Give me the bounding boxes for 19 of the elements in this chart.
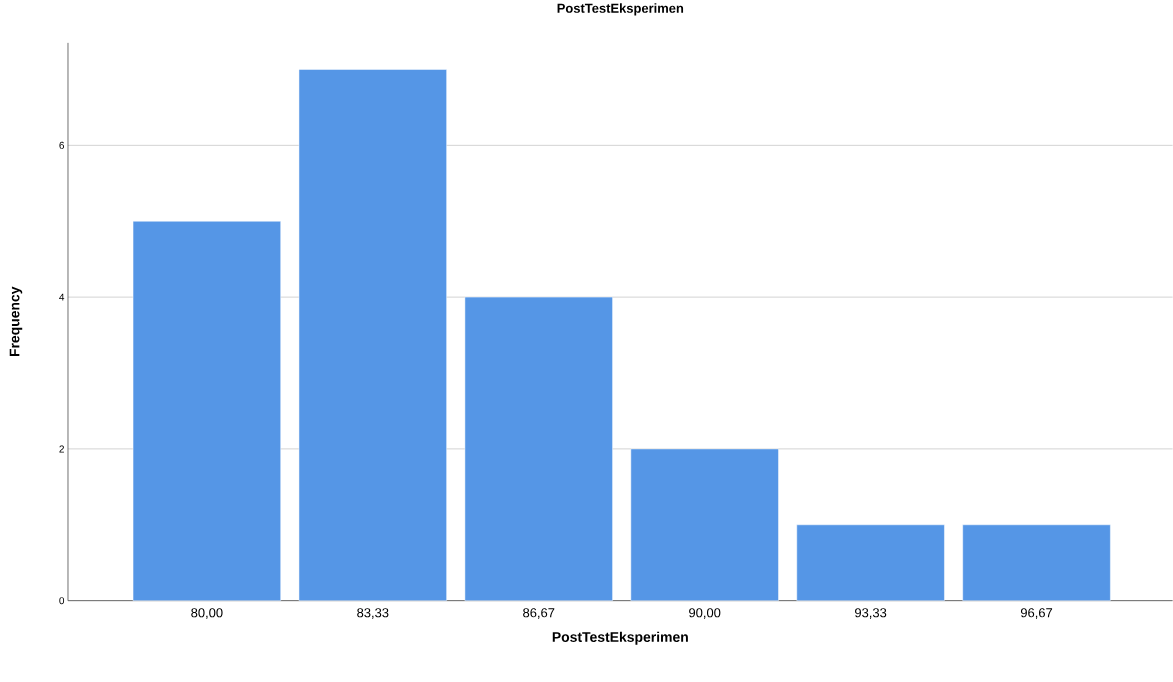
x-axis-title: PostTestEksperimen xyxy=(552,631,688,645)
bar xyxy=(962,524,1111,602)
x-tick-label: 80,00 xyxy=(191,608,223,620)
x-tick-label: 90,00 xyxy=(689,608,721,620)
bar xyxy=(630,448,779,602)
bar xyxy=(132,221,281,602)
x-tick-label: 83,33 xyxy=(357,608,389,620)
y-axis-title: Frequency xyxy=(9,286,23,357)
y-tick-label: 6 xyxy=(59,141,65,150)
bar xyxy=(464,297,613,602)
x-tick-label: 93,33 xyxy=(855,608,887,620)
y-tick-label: 4 xyxy=(59,293,65,301)
y-tick-label: 2 xyxy=(59,445,64,453)
x-tick-label: 96,67 xyxy=(1020,608,1053,620)
y-tick-label: 0 xyxy=(59,597,65,605)
chart-title: PostTestEksperimen xyxy=(557,3,684,16)
x-tick-label: 86,67 xyxy=(523,608,555,620)
bar xyxy=(796,524,945,602)
bar xyxy=(298,69,447,602)
